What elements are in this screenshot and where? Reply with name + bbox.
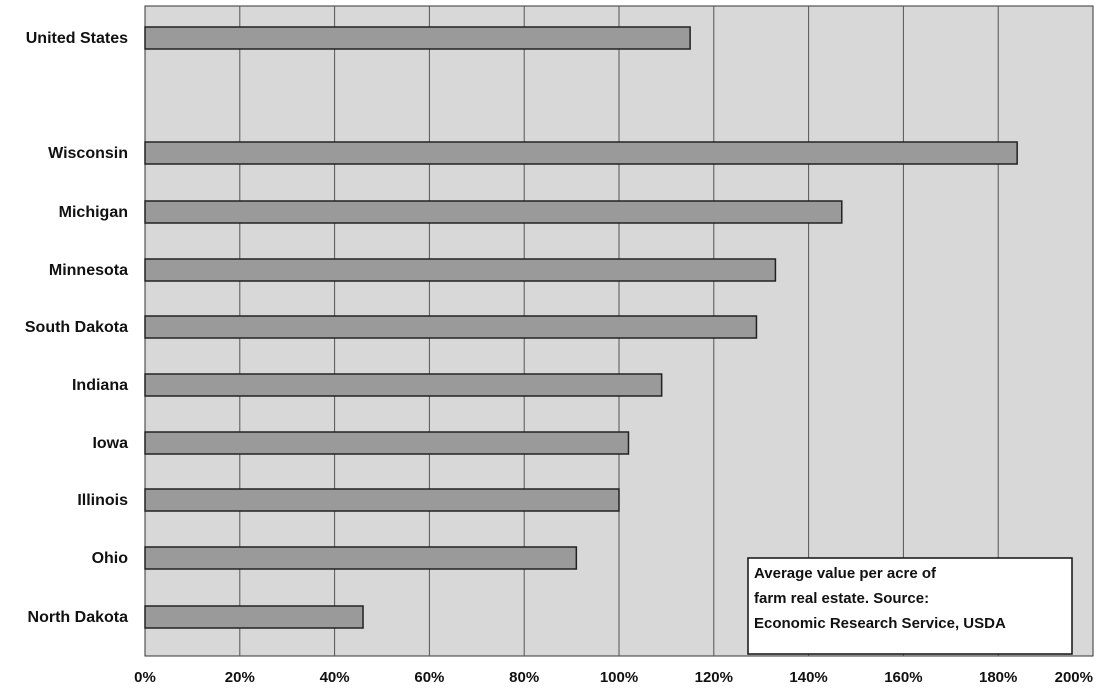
- bar: [144, 488, 620, 512]
- x-tick-label: 60%: [414, 669, 444, 686]
- category-label: South Dakota: [25, 319, 128, 336]
- bar: [144, 258, 777, 282]
- category-label: North Dakota: [28, 609, 129, 626]
- x-tick-label: 140%: [789, 669, 827, 686]
- annotation-line-2: farm real estate. Source:: [754, 590, 929, 607]
- x-tick-label: 80%: [509, 669, 539, 686]
- bar: [144, 546, 578, 570]
- bar: [144, 315, 758, 339]
- x-tick-label: 0%: [134, 669, 156, 686]
- bar: [144, 200, 843, 224]
- source-annotation: Average value per acre of farm real esta…: [747, 557, 1073, 655]
- bar: [144, 373, 663, 397]
- category-label: United States: [26, 30, 128, 47]
- category-label: Minnesota: [49, 262, 128, 279]
- x-tick-label: 160%: [884, 669, 922, 686]
- category-label: Ohio: [92, 550, 129, 567]
- category-labels: United States Wisconsin Michigan Minnesota S…: [25, 30, 128, 626]
- category-label: Illinois: [77, 492, 128, 509]
- x-tick-label: 40%: [320, 669, 350, 686]
- category-label: Wisconsin: [48, 145, 128, 162]
- annotation-line-1: Average value per acre of: [754, 565, 937, 582]
- bar: [144, 605, 364, 629]
- x-tick-label: 180%: [979, 669, 1017, 686]
- category-label: Michigan: [59, 204, 128, 221]
- category-label: Indiana: [72, 377, 128, 394]
- x-axis-tick-labels: 0% 20% 40% 60% 80% 100% 120% 140% 160% 180% 200%: [134, 669, 1093, 686]
- annotation-box: [747, 557, 1073, 655]
- bar: [144, 431, 630, 455]
- x-tick-label: 200%: [1055, 669, 1093, 686]
- bar: [144, 141, 1018, 165]
- category-label: Iowa: [92, 435, 128, 452]
- bar: [144, 26, 691, 50]
- bars: [144, 26, 1018, 629]
- annotation-line-3: Economic Research Service, USDA: [754, 615, 1006, 632]
- x-tick-label: 100%: [600, 669, 638, 686]
- x-tick-label: 20%: [225, 669, 255, 686]
- x-tick-label: 120%: [695, 669, 733, 686]
